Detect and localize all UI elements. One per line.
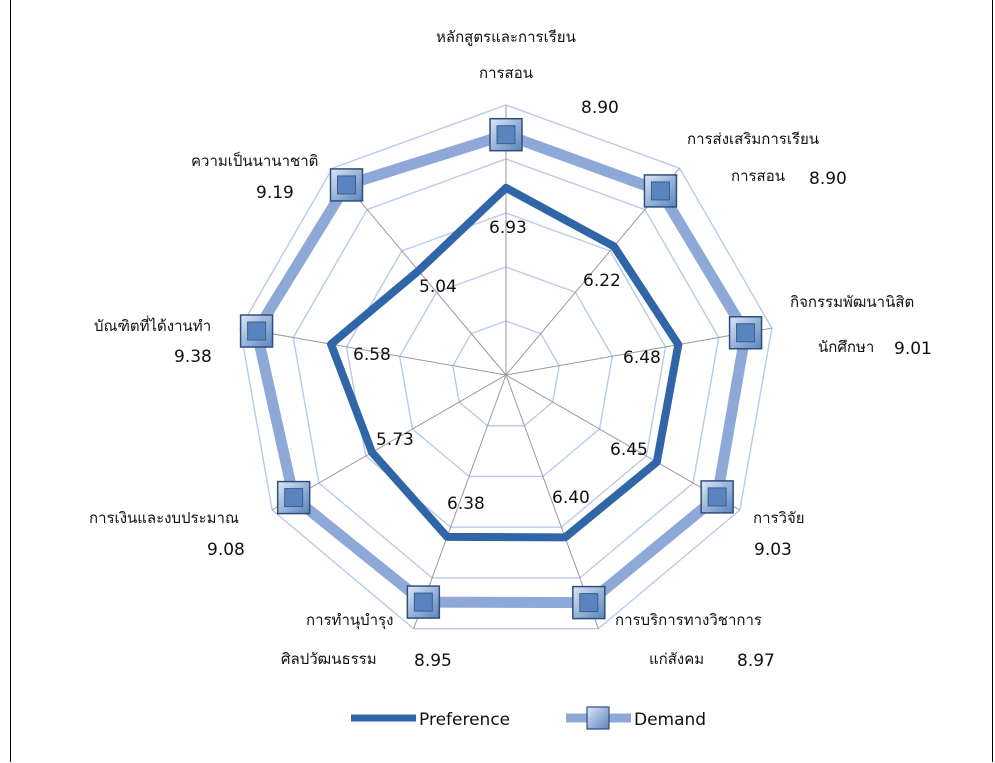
legend-marker-demand [586, 706, 610, 730]
demand-value-label: 8.90 [809, 169, 847, 189]
preference-value-label: 6.45 [610, 440, 648, 460]
demand-marker-inner [707, 487, 727, 507]
category-label: ศิลปวัฒนธรรม [281, 650, 377, 668]
category-label: แก่สังคม [649, 650, 704, 668]
preference-value-label: 5.04 [419, 277, 457, 297]
demand-value-label: 9.19 [256, 183, 294, 203]
grid-ring [292, 158, 720, 579]
demand-value-label: 9.01 [894, 339, 932, 359]
demand-value-label: 9.03 [754, 540, 792, 560]
demand-marker-inner [650, 181, 670, 201]
demand-marker-inner [736, 323, 756, 343]
preference-value-label: 6.48 [623, 348, 661, 368]
radar-spoke [271, 374, 507, 511]
legend-label-demand: Demand [634, 710, 706, 730]
radar-spoke [505, 327, 772, 376]
grid-ring [345, 212, 667, 528]
category-label: ความเป็นนานาชาติ [191, 151, 318, 170]
demand-marker-inner [247, 321, 267, 341]
grid-ring [452, 320, 560, 427]
demand-marker-inner [413, 592, 433, 612]
preference-value-label: 5.73 [376, 430, 414, 450]
category-label: หลักสูตรและการเรียน [436, 28, 576, 46]
preference-value-label: 6.40 [552, 488, 590, 508]
legend-label-preference: Preference [419, 710, 510, 730]
series-line-demand [251, 129, 752, 609]
demand-value-label: 8.90 [581, 98, 619, 118]
demand-marker-inner [337, 175, 357, 195]
category-label: การสอน [731, 167, 785, 185]
category-label: นักศึกษา [818, 338, 874, 356]
category-label: การวิจัย [753, 509, 805, 527]
demand-marker-inner [496, 125, 516, 145]
category-label: การบริการทางวิชาการ [615, 611, 762, 629]
demand-value-label: 9.08 [207, 540, 245, 560]
legend: Preference Demand [351, 706, 706, 730]
series-layer [239, 117, 763, 620]
radar-spoke [240, 327, 507, 376]
category-label: การเงินและงบประมาณ [89, 509, 239, 527]
category-label: การส่งเสริมการเรียน [687, 130, 819, 148]
demand-value-label: 9.38 [174, 347, 212, 367]
radar-grid [239, 104, 773, 630]
chart-frame: 6.93 6.22 6.48 6.45 6.40 6.38 5.73 6.58 5.04 หลัก… [10, 0, 993, 762]
category-label: กิจกรรมพัฒนานิสิต [790, 293, 914, 311]
grid-ring [239, 104, 773, 630]
series-line-preference [327, 183, 683, 542]
radar-chart: 6.93 6.22 6.48 6.45 6.40 6.38 5.73 6.58 5.04 หลัก… [89, 28, 932, 730]
category-label: บัณฑิตที่ได้งานทำ [94, 315, 211, 335]
category-label: การสอน [479, 64, 533, 82]
preference-value-label: 6.58 [353, 345, 391, 365]
category-label: การทำนุบำรุง [306, 611, 393, 630]
label-layer: 6.93 6.22 6.48 6.45 6.40 6.38 5.73 6.58 5.04 หลัก… [89, 28, 932, 671]
grid-ring [398, 266, 614, 478]
demand-marker-inner [284, 488, 304, 508]
preference-value-label: 6.22 [583, 271, 621, 291]
demand-marker [276, 480, 311, 515]
preference-value-label: 6.93 [489, 218, 527, 238]
demand-value-label: 8.95 [414, 651, 452, 671]
demand-marker-inner [579, 593, 599, 613]
preference-value-label: 6.38 [447, 494, 485, 514]
demand-value-label: 8.97 [737, 651, 775, 671]
